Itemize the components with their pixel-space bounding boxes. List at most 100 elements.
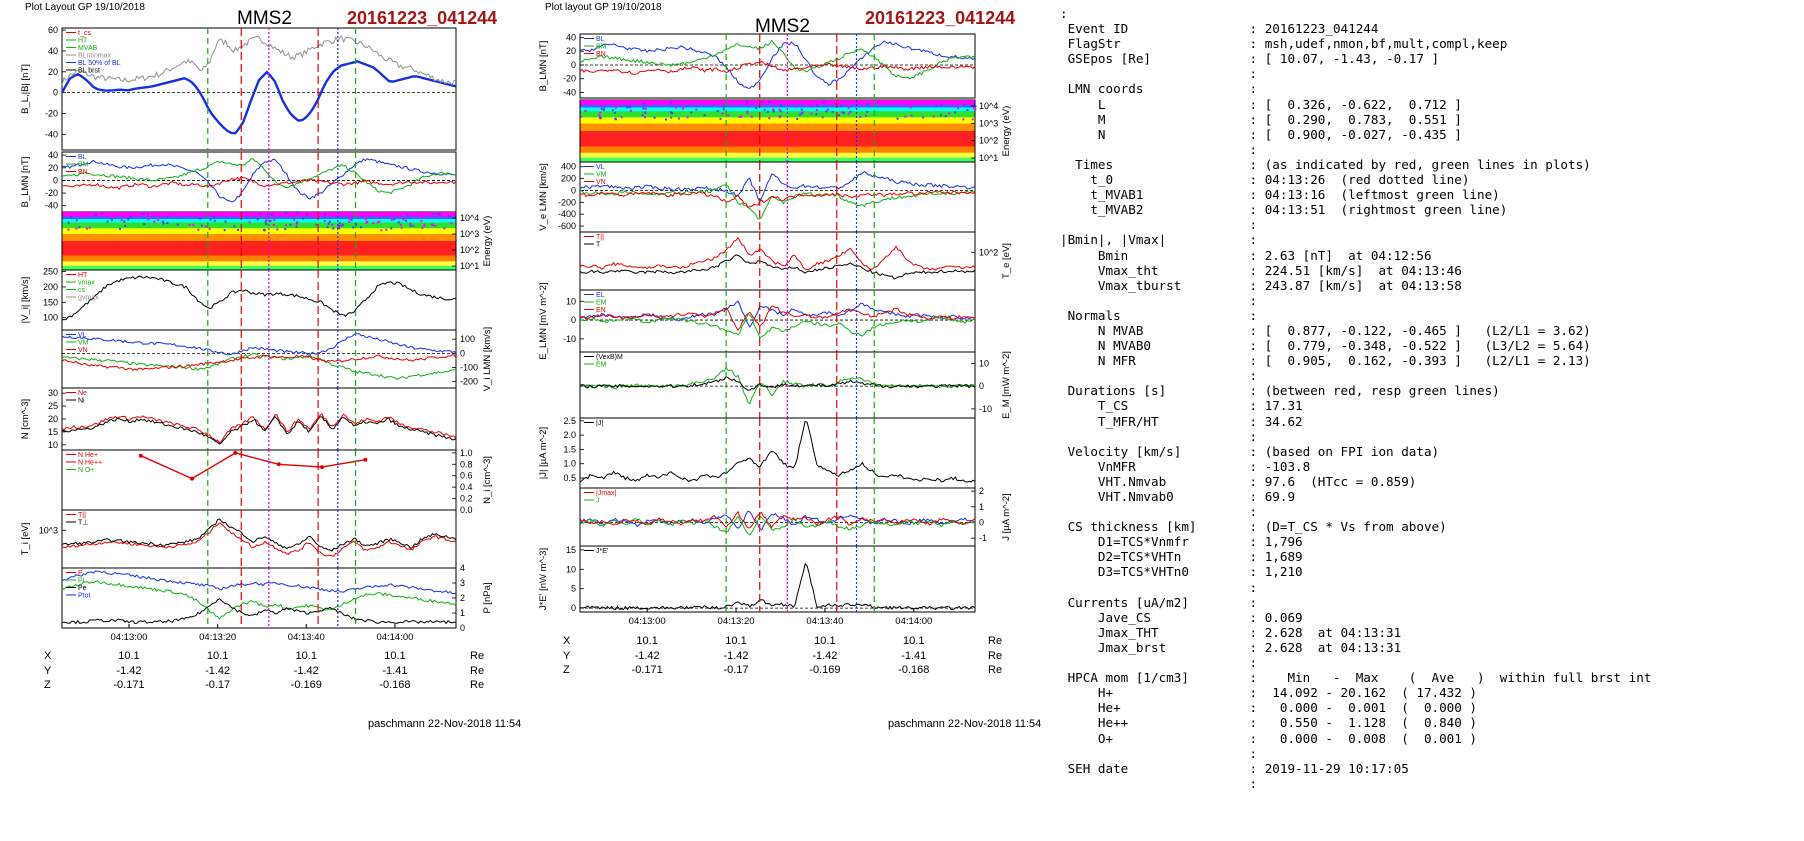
summary-line: N : [ 0.900, -0.027, -0.435 ] [1060, 126, 1462, 142]
left-spectrogram-pixel [390, 227, 393, 230]
left-spectrogram-band [62, 222, 456, 229]
mid-series-en [579, 305, 976, 331]
mid-spectrogram-pixel [935, 105, 938, 108]
left-spectrogram-pixel [209, 218, 212, 221]
left-ytick-label: 10^2 [460, 245, 479, 255]
mid-spectrogram-pixel [626, 106, 629, 109]
mid-spectrogram-pixel [695, 108, 698, 111]
mid-legend-label: BN [596, 51, 606, 58]
left-spectrogram-pixel [399, 214, 402, 217]
mid-series-bn [579, 60, 976, 75]
mid-spectrogram-pixel [669, 101, 672, 104]
left-spectrogram-pixel [336, 226, 339, 229]
left-ylabel: T_i [eV] [20, 523, 31, 556]
left-spectrogram-pixel [233, 225, 236, 228]
mid-ylabel: E_LMN [mV m^-2] [538, 282, 549, 359]
mid-series-bm [579, 39, 976, 80]
mid-panel-6: 10 0 -10 E_M [mW m^-2] (VexB)MEM [579, 351, 1012, 419]
mid-spectrogram-pixel [706, 103, 709, 106]
left-spectrogram-band [62, 241, 456, 256]
left-spectrogram-pixel [141, 212, 144, 215]
left-spectrogram-pixel [264, 220, 267, 223]
left-spectrogram-pixel [127, 218, 130, 221]
left-spectrogram-pixel [258, 212, 261, 215]
mid-spectrogram-pixel [723, 105, 726, 108]
left-data-point [276, 462, 281, 467]
summary-line: Velocity [km/s] : (based on FPI ion data… [1060, 443, 1440, 459]
coord-axis-label: Z [44, 679, 51, 691]
mid-spectrogram-pixel [785, 101, 788, 104]
left-spectrogram-pixel [332, 227, 335, 230]
left-spectrogram-pixel [248, 221, 251, 224]
left-spectrogram-pixel [142, 212, 145, 215]
mid-ytick-label: 40 [566, 32, 576, 42]
coord-value: -1.42 [723, 649, 749, 662]
left-spectrogram-pixel [147, 212, 150, 215]
left-spectrogram-pixel [327, 222, 330, 225]
summary-line: Event ID : 20161223_041244 [1060, 21, 1379, 37]
left-spectrogram-pixel [213, 219, 216, 222]
mid-spectrogram-pixel [686, 116, 689, 119]
mid-spectrogram-pixel [779, 110, 782, 113]
mid-spectrogram-pixel [865, 114, 868, 117]
mid-spectrogram-pixel [969, 104, 972, 107]
mid-spectrogram-pixel [772, 110, 775, 113]
left-ytick-label: 1.0 [460, 448, 473, 458]
left-series-bl [60, 60, 457, 135]
mid-spectrogram-pixel [841, 111, 844, 114]
left-ylabel: V_i LMN [km/s] [482, 327, 493, 391]
mid-ytick-label: 0 [571, 603, 576, 613]
mid-spectrogram-pixel [644, 111, 647, 114]
mid-spectrogram-pixel [745, 100, 748, 103]
left-ytick-label: 0.6 [460, 471, 473, 481]
coord-value: 10.1 [118, 650, 140, 662]
left-spectrogram-pixel [284, 224, 287, 227]
left-spectrogram-pixel [443, 227, 446, 230]
mid-series-vl [579, 170, 976, 203]
mid-spacecraft-title: MMS2 [755, 16, 810, 37]
mid-spectrogram-pixel [600, 107, 603, 110]
left-spectrogram-band [62, 218, 456, 223]
mid-xtick-label: 04:14:00 [895, 616, 932, 627]
left-ylabel: P [nPa] [482, 583, 493, 614]
mid-spectrogram-pixel [810, 105, 813, 108]
left-spectrogram-band [62, 234, 456, 242]
coord-value: 10.1 [384, 650, 406, 662]
left-spectrogram-pixel [390, 218, 393, 221]
mid-series-vm [579, 184, 976, 220]
summary-line: N MVAB : [ 0.877, -0.122, -0.465 ] (L2/L… [1060, 322, 1591, 338]
mid-spectrogram-pixel [766, 110, 769, 113]
mid-ytick-label: -10 [979, 404, 992, 414]
coord-value: 10.1 [295, 650, 317, 662]
coord-value: -0.168 [379, 679, 411, 691]
mid-spectrogram-pixel [778, 116, 781, 119]
summary-line: T_MFR/HT : 34.62 [1060, 413, 1303, 429]
left-spectrogram-pixel [396, 212, 399, 215]
left-spectrogram-pixel [223, 229, 226, 232]
left-legend-label: t_cs [78, 30, 91, 37]
mid-panel-frame [579, 231, 976, 291]
mid-spectrogram-pixel [801, 111, 804, 114]
left-spectrogram-pixel [340, 224, 343, 227]
left-spectrogram-pixel [157, 218, 160, 221]
left-spectrogram-pixel [412, 224, 415, 227]
mid-spectrogram-band [580, 123, 975, 132]
left-spectrogram-pixel [143, 223, 146, 226]
summary-line: GSEpos [Re] : [ 10.07, -1.43, -0.17 ] [1060, 51, 1440, 67]
mid-ytick-label: 1.0 [563, 459, 576, 469]
coord-value: 10.1 [903, 635, 925, 647]
left-spectrogram-pixel [265, 222, 268, 225]
left-spectrogram-pixel [296, 221, 299, 224]
left-spectrogram-pixel [124, 224, 127, 227]
left-panel-3: 10^4 10^3 10^2 10^1 Energy (eV) [61, 211, 493, 271]
left-ytick-label: 10^4 [460, 213, 479, 223]
summary-line: VHT.Nmvab0 : 69.9 [1060, 489, 1296, 504]
left-spectrogram-pixel [376, 221, 379, 224]
coord-value: -1.41 [382, 664, 408, 677]
coord-unit: Re [470, 679, 485, 691]
left-spectrogram-pixel [378, 220, 381, 223]
left-spectrogram-pixel [436, 212, 439, 215]
